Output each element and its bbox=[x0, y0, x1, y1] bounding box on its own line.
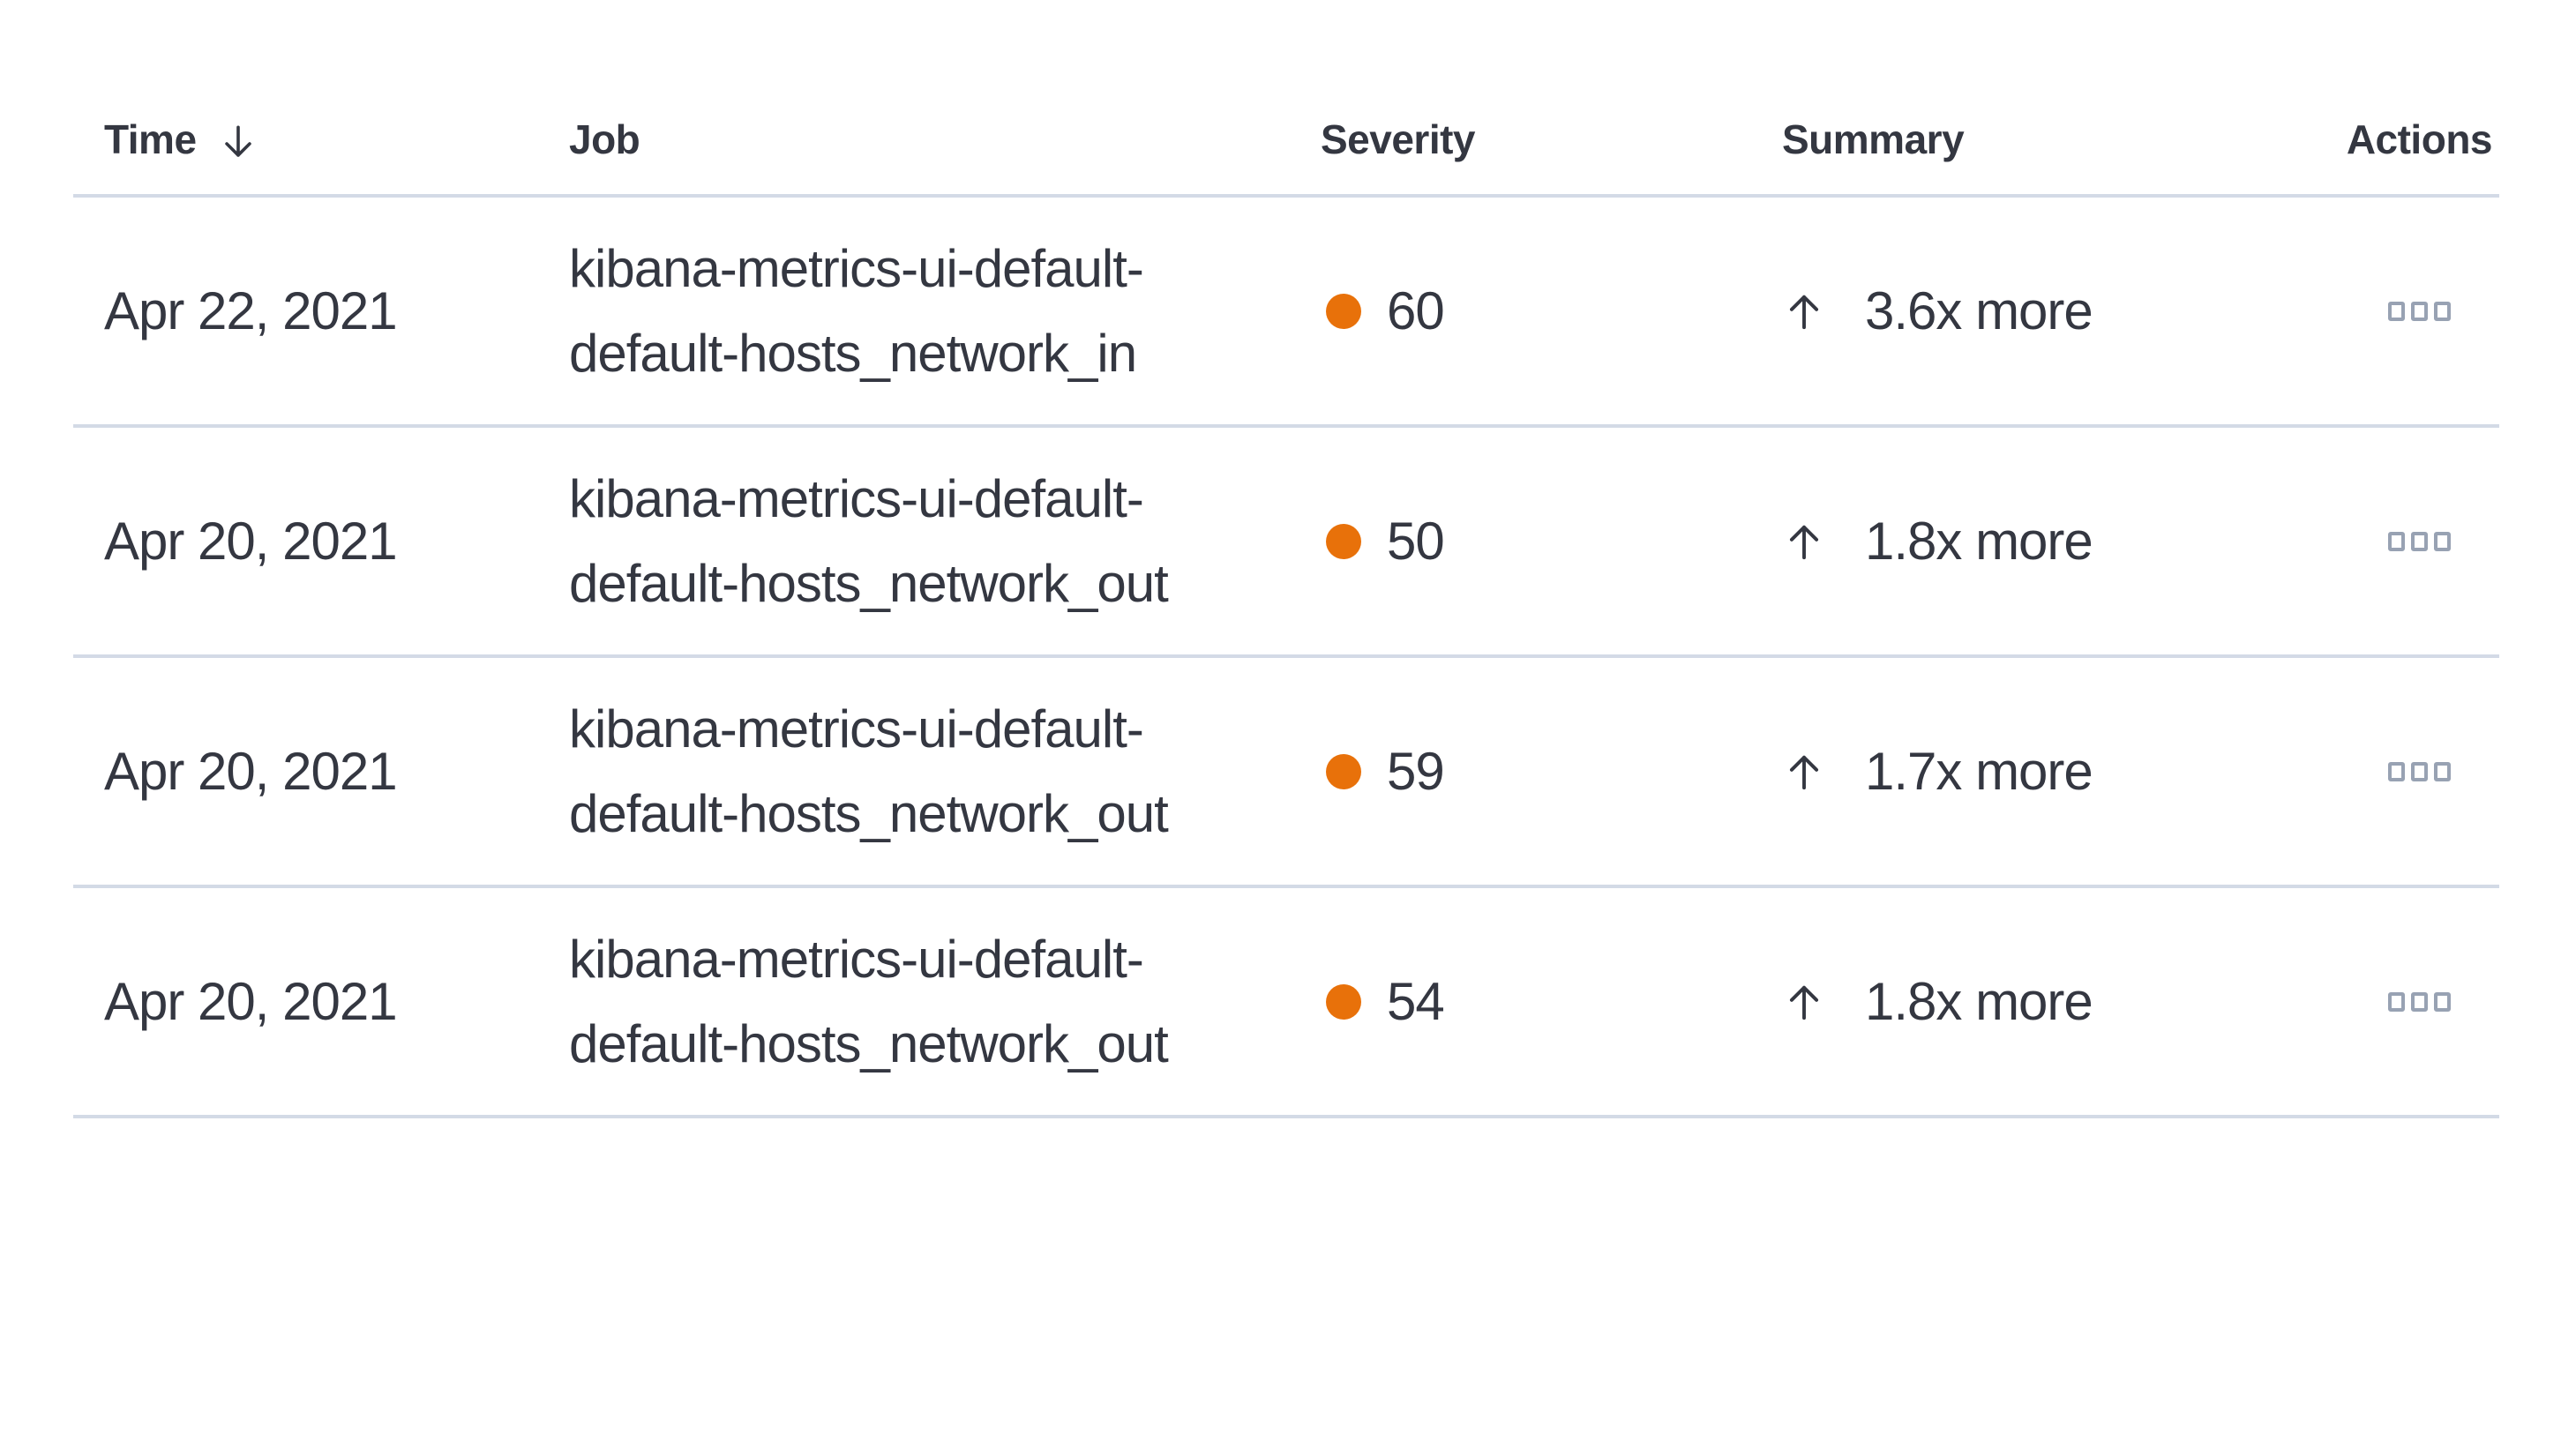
column-header-job-label: Job bbox=[569, 116, 640, 162]
actions-cell bbox=[2316, 888, 2499, 1115]
actions-cell bbox=[2316, 428, 2499, 654]
severity-cell: 50 bbox=[1290, 428, 1751, 654]
actions-cell bbox=[2316, 658, 2499, 885]
job-name: kibana-metrics-ui-default-default-hosts_… bbox=[569, 468, 1169, 613]
summary-cell: 1.7x more bbox=[1751, 658, 2316, 885]
row-actions-button[interactable] bbox=[2379, 523, 2460, 560]
job-name: kibana-metrics-ui-default-default-hosts_… bbox=[569, 929, 1169, 1073]
row-actions-button[interactable] bbox=[2379, 293, 2460, 330]
summary-text: 1.8x more bbox=[1865, 972, 2093, 1031]
severity-dot bbox=[1326, 983, 1361, 1020]
table-row: Apr 20, 2021 kibana-metrics-ui-default-d… bbox=[73, 428, 2499, 658]
boxes-horizontal-icon bbox=[2388, 761, 2405, 781]
column-header-summary: Summary bbox=[1751, 0, 2316, 194]
job-cell: kibana-metrics-ui-default-default-hosts_… bbox=[538, 888, 1290, 1115]
severity-score: 50 bbox=[1387, 512, 1445, 571]
severity-dot bbox=[1326, 293, 1361, 329]
actions-cell bbox=[2316, 198, 2499, 424]
job-cell: kibana-metrics-ui-default-default-hosts_… bbox=[538, 658, 1290, 885]
severity-score: 54 bbox=[1387, 972, 1445, 1031]
severity-cell: 54 bbox=[1290, 888, 1751, 1115]
column-header-time[interactable]: Time bbox=[73, 0, 538, 194]
arrow-up-icon bbox=[1789, 755, 1819, 789]
table-row: Apr 22, 2021 kibana-metrics-ui-default-d… bbox=[73, 198, 2499, 428]
job-cell: kibana-metrics-ui-default-default-hosts_… bbox=[538, 428, 1290, 654]
job-name: kibana-metrics-ui-default-default-hosts_… bbox=[569, 699, 1169, 843]
arrow-up-icon bbox=[1789, 985, 1819, 1020]
time-value: Apr 20, 2021 bbox=[104, 972, 398, 1031]
time-value: Apr 20, 2021 bbox=[104, 512, 398, 571]
severity-dot bbox=[1326, 753, 1361, 789]
severity-dot bbox=[1326, 523, 1361, 559]
arrow-up-icon bbox=[1789, 525, 1819, 559]
severity-score: 59 bbox=[1387, 742, 1445, 801]
column-header-job: Job bbox=[538, 0, 1290, 194]
column-header-severity-label: Severity bbox=[1321, 116, 1476, 162]
time-cell: Apr 20, 2021 bbox=[73, 888, 538, 1115]
summary-text: 1.8x more bbox=[1865, 512, 2093, 571]
row-actions-button[interactable] bbox=[2379, 753, 2460, 790]
time-cell: Apr 20, 2021 bbox=[73, 428, 538, 654]
summary-cell: 1.8x more bbox=[1751, 428, 2316, 654]
arrow-up-icon bbox=[1789, 295, 1819, 329]
column-header-actions-label: Actions bbox=[2346, 116, 2493, 162]
table-row: Apr 20, 2021 kibana-metrics-ui-default-d… bbox=[73, 658, 2499, 888]
job-name: kibana-metrics-ui-default-default-hosts_… bbox=[569, 238, 1144, 383]
time-cell: Apr 20, 2021 bbox=[73, 658, 538, 885]
job-cell: kibana-metrics-ui-default-default-hosts_… bbox=[538, 198, 1290, 424]
summary-cell: 1.8x more bbox=[1751, 888, 2316, 1115]
severity-score: 60 bbox=[1387, 281, 1445, 340]
column-header-time-label: Time bbox=[104, 116, 197, 162]
time-value: Apr 22, 2021 bbox=[104, 281, 398, 340]
sort-down-icon bbox=[224, 125, 251, 157]
boxes-horizontal-icon bbox=[2388, 991, 2405, 1012]
summary-text: 1.7x more bbox=[1865, 742, 2093, 801]
column-header-actions: Actions bbox=[2316, 0, 2499, 194]
table-header-row: Time Job Severity Summary Actions bbox=[73, 0, 2499, 198]
column-header-summary-label: Summary bbox=[1782, 116, 1965, 162]
column-header-severity: Severity bbox=[1290, 0, 1751, 194]
summary-text: 3.6x more bbox=[1865, 281, 2093, 340]
table-row: Apr 20, 2021 kibana-metrics-ui-default-d… bbox=[73, 888, 2499, 1118]
boxes-horizontal-icon bbox=[2388, 301, 2405, 321]
time-cell: Apr 22, 2021 bbox=[73, 198, 538, 424]
row-actions-button[interactable] bbox=[2379, 983, 2460, 1020]
severity-cell: 60 bbox=[1290, 198, 1751, 424]
summary-cell: 3.6x more bbox=[1751, 198, 2316, 424]
severity-cell: 59 bbox=[1290, 658, 1751, 885]
time-value: Apr 20, 2021 bbox=[104, 742, 398, 801]
anomalies-table: Time Job Severity Summary Actions Apr 22… bbox=[73, 0, 2499, 1118]
boxes-horizontal-icon bbox=[2388, 531, 2405, 551]
